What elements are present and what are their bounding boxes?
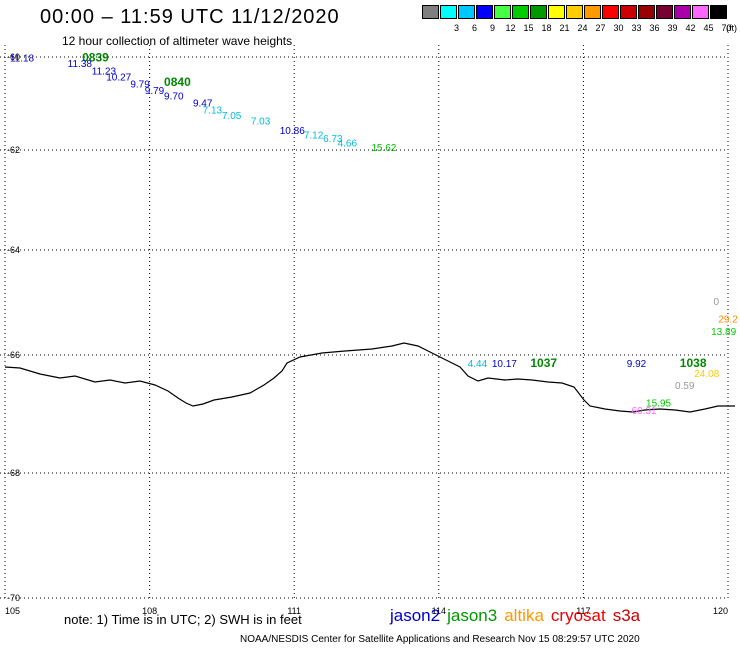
longitude-tick-label: 117 <box>576 606 590 616</box>
axis-tick-labels: 105 108 111 114 117 120 -60 -62 -64 -66 -68 -70 <box>5 52 728 616</box>
wave-height-label: 6.73 <box>323 134 343 145</box>
wave-height-label: 9.92 <box>627 359 647 370</box>
legend-swatch <box>584 5 601 19</box>
legend-swatch <box>710 5 727 19</box>
wave-height-label: 60.31 <box>632 406 657 417</box>
legend-label: 39 <box>667 23 678 33</box>
legend-swatch <box>620 5 637 19</box>
legend-swatch <box>422 5 439 19</box>
wave-height-label: 15.95 <box>646 398 671 409</box>
legend-swatch <box>566 5 583 19</box>
satellite-name: altika <box>504 606 544 625</box>
legend-label: 45 <box>703 23 714 33</box>
legend-unit: (ft) <box>726 23 737 33</box>
latitude-tick-label: -64 <box>7 245 20 255</box>
legend-swatch <box>548 5 565 19</box>
satellite-name: s3a <box>612 606 641 625</box>
legend-swatch <box>458 5 475 19</box>
longitude-tick-label: 105 <box>5 606 20 616</box>
legend-label: 18 <box>541 23 552 33</box>
legend-swatch <box>656 5 673 19</box>
wave-height-label: 11.23 <box>92 67 117 78</box>
units-note: note: 1) Time is in UTC; 2) SWH is in fe… <box>64 612 302 627</box>
longitude-tick-label: 108 <box>142 606 157 616</box>
wave-height-label: 24.08 <box>694 369 719 380</box>
satellite-legend: jason2 jason3 altika cryosat s3a <box>390 606 647 626</box>
wave-height-label: 10.86 <box>280 126 305 137</box>
pass-time-label: 0839 <box>82 51 109 65</box>
legend-swatch <box>638 5 655 19</box>
wave-height-label: 7.12 <box>304 130 324 141</box>
wave-height-label: 10.27 <box>106 73 131 84</box>
longitude-tick-label: 114 <box>432 606 446 616</box>
satellite-name: cryosat <box>550 606 606 625</box>
longitude-tick-label: 120 <box>713 606 728 616</box>
pass-time-label: 1037 <box>530 356 557 370</box>
wave-height-label: 0.59 <box>675 381 695 392</box>
wave-height-label: 0 <box>714 297 720 308</box>
wave-height-label: 9.70 <box>164 91 184 102</box>
legend-label: 30 <box>613 23 624 33</box>
wave-height-label: 7.13 <box>203 106 223 117</box>
wave-height-label: 15.62 <box>371 143 396 154</box>
longitude-tick-label: 111 <box>287 606 301 616</box>
legend-label: 6 <box>471 23 477 33</box>
legend-label: 24 <box>577 23 588 33</box>
legend-label: 3 <box>453 23 459 33</box>
wave-height-label: 29.2 <box>718 314 738 325</box>
satellite-name: jason3 <box>447 606 498 625</box>
legend-label: 42 <box>685 23 696 33</box>
legend-label: 12 <box>505 23 516 33</box>
pass-time-label: 1038 <box>680 356 707 370</box>
map-subtitle: 12 hour collection of altimeter wave hei… <box>62 34 293 48</box>
wave-height-label: 10.17 <box>492 359 517 370</box>
map-title: 00:00 – 11:59 UTC 11/12/2020 <box>40 6 340 28</box>
legend-swatch <box>440 5 457 19</box>
latitude-tick-label: -66 <box>7 350 20 360</box>
wave-height-color-legend: (ft) 3 6 9 12 15 18 21 24 27 30 33 36 39 42 45 70 <box>422 5 737 35</box>
legend-label: 15 <box>523 23 534 33</box>
legend-label: 27 <box>595 23 606 33</box>
wave-height-label: 9.47 <box>193 98 213 109</box>
legend-swatch <box>512 5 529 19</box>
legend-swatch <box>692 5 709 19</box>
wave-height-label: 11.38 <box>68 59 93 70</box>
legend-swatch <box>494 5 511 19</box>
latitude-tick-label: -68 <box>7 468 20 478</box>
wave-height-label: 4.66 <box>338 139 358 150</box>
latitude-tick-label: -60 <box>7 52 20 62</box>
wave-height-label: 11.18 <box>10 54 35 65</box>
wave-height-label: 13.89 <box>711 327 736 338</box>
latitude-tick-label: -62 <box>7 145 20 155</box>
latitude-tick-label: -70 <box>7 593 20 603</box>
coastline <box>4 342 735 413</box>
legend-label: 21 <box>559 23 570 33</box>
legend-swatch <box>602 5 619 19</box>
wave-height-label: 7.03 <box>251 116 271 127</box>
pass-time-label: 0840 <box>164 75 191 89</box>
legend-swatch <box>674 5 691 19</box>
legend-label: 9 <box>489 23 495 33</box>
wave-height-label: 4.44 <box>468 359 488 370</box>
legend-label: 33 <box>631 23 642 33</box>
legend-swatch <box>476 5 493 19</box>
wave-height-label: 9.79 <box>145 86 165 97</box>
wave-height-label: 9.79 <box>130 80 150 91</box>
legend-label: 36 <box>649 23 660 33</box>
legend-swatch <box>530 5 547 19</box>
map-gridlines <box>0 45 729 600</box>
credit-line: NOAA/NESDIS Center for Satellite Applica… <box>240 634 640 645</box>
wave-height-label: 7.05 <box>222 111 242 122</box>
legend-label: 70 <box>721 23 732 33</box>
satellite-name: jason2 <box>390 606 441 625</box>
